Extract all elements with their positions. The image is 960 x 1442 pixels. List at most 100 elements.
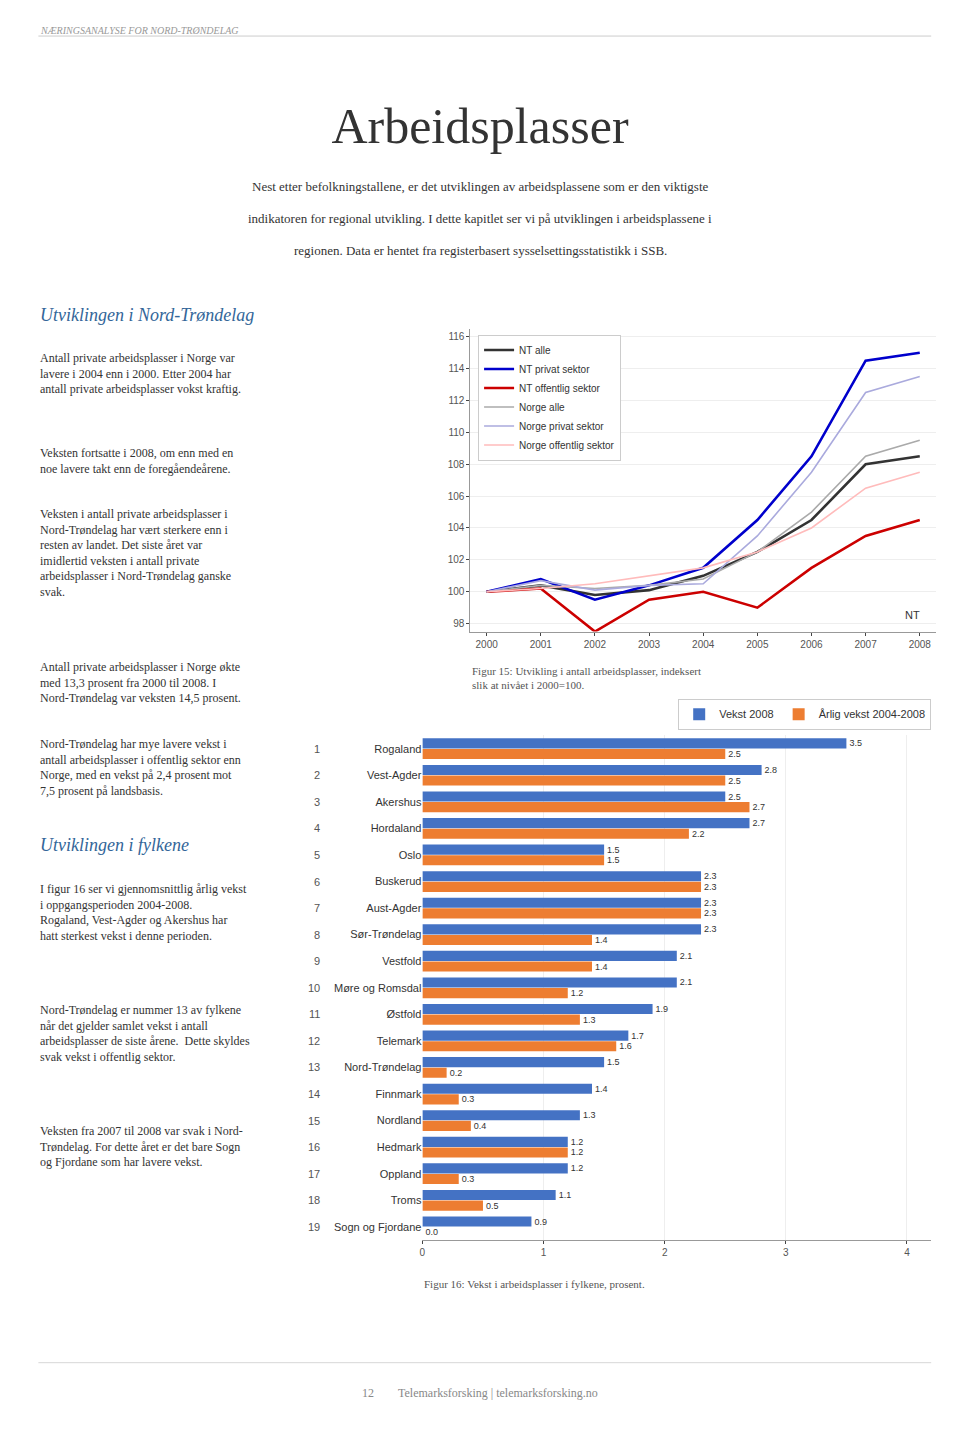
svg-text:2004: 2004 — [692, 639, 715, 650]
svg-text:0.3: 0.3 — [462, 1174, 475, 1184]
svg-text:0.2: 0.2 — [450, 1068, 463, 1078]
svg-text:18: 18 — [308, 1194, 320, 1206]
svg-text:2.2: 2.2 — [692, 829, 705, 839]
svg-text:Sogn og Fjordane: Sogn og Fjordane — [334, 1221, 421, 1233]
svg-text:Sør-Trøndelag: Sør-Trøndelag — [350, 928, 421, 940]
svg-text:Troms: Troms — [391, 1194, 422, 1206]
svg-text:NT alle: NT alle — [519, 345, 551, 356]
svg-text:6: 6 — [314, 876, 320, 888]
svg-text:NT privat sektor: NT privat sektor — [519, 364, 590, 375]
svg-text:Veksten i antall private arbei: Veksten i antall private arbeidsplasser … — [40, 507, 231, 599]
svg-text:Vest-Agder: Vest-Agder — [367, 769, 422, 781]
svg-text:1.3: 1.3 — [583, 1110, 596, 1120]
svg-text:104: 104 — [448, 522, 465, 533]
svg-text:1.5: 1.5 — [607, 855, 620, 865]
svg-text:110: 110 — [448, 427, 464, 438]
svg-text:NT offentlig sektor: NT offentlig sektor — [519, 383, 600, 394]
svg-text:Figur 15: Utvikling i antall a: Figur 15: Utvikling i antall arbeidsplas… — [472, 665, 701, 691]
svg-text:Nord-Trøndelag: Nord-Trøndelag — [344, 1061, 421, 1073]
svg-text:I figur 16 ser vi gjennomsnitt: I figur 16 ser vi gjennomsnittlig årlig … — [40, 882, 247, 943]
svg-text:0: 0 — [420, 1247, 426, 1258]
svg-text:17: 17 — [308, 1168, 320, 1180]
svg-text:2007: 2007 — [854, 639, 877, 650]
svg-text:Østfold: Østfold — [387, 1008, 422, 1020]
svg-text:Oslo: Oslo — [399, 849, 422, 861]
svg-text:Figur 16: Vekst i arbeidsplass: Figur 16: Vekst i arbeidsplasser i fylke… — [424, 1278, 645, 1290]
svg-text:2003: 2003 — [638, 639, 661, 650]
svg-text:13: 13 — [308, 1061, 320, 1073]
svg-text:2.8: 2.8 — [765, 765, 778, 775]
svg-text:Nord-Trøndelag har mye lavere: Nord-Trøndelag har mye lavere vekst iant… — [40, 737, 241, 798]
svg-text:Rogaland: Rogaland — [374, 743, 421, 755]
svg-text:14: 14 — [308, 1088, 320, 1100]
svg-text:Akershus: Akershus — [376, 796, 422, 808]
svg-text:Utviklingen i Nord-Trøndelag: Utviklingen i Nord-Trøndelag — [40, 305, 254, 325]
svg-text:1.1: 1.1 — [559, 1190, 572, 1200]
svg-text:regionen. Data er hentet fra r: regionen. Data er hentet fra registerbas… — [294, 243, 667, 258]
svg-text:Buskerud: Buskerud — [375, 875, 421, 887]
svg-text:2008: 2008 — [909, 639, 932, 650]
svg-text:3: 3 — [314, 796, 320, 808]
svg-text:1.2: 1.2 — [571, 1137, 584, 1147]
svg-text:102: 102 — [448, 554, 465, 565]
svg-text:Aust-Agder: Aust-Agder — [366, 902, 421, 914]
svg-text:1.9: 1.9 — [656, 1004, 669, 1014]
svg-text:0.9: 0.9 — [534, 1217, 547, 1227]
svg-text:indikatoren for regional utvik: indikatoren for regional utvikling. I de… — [248, 211, 712, 226]
svg-text:1.3: 1.3 — [583, 1015, 596, 1025]
svg-text:2000: 2000 — [476, 639, 499, 650]
svg-text:NT: NT — [905, 609, 920, 621]
svg-text:3.5: 3.5 — [849, 738, 862, 748]
svg-text:1.4: 1.4 — [595, 962, 608, 972]
svg-text:16: 16 — [308, 1141, 320, 1153]
svg-text:1.5: 1.5 — [607, 1057, 620, 1067]
svg-text:Antall private arbeidsplasser: Antall private arbeidsplasser i Norge øk… — [40, 660, 241, 705]
svg-text:11: 11 — [309, 1008, 320, 1020]
svg-text:0.3: 0.3 — [462, 1094, 475, 1104]
svg-text:Telemark: Telemark — [377, 1035, 422, 1047]
svg-text:2.5: 2.5 — [728, 792, 741, 802]
svg-text:0.0: 0.0 — [425, 1227, 438, 1237]
svg-text:Norge alle: Norge alle — [519, 402, 565, 413]
svg-text:1: 1 — [314, 743, 320, 755]
svg-text:2.5: 2.5 — [728, 749, 741, 759]
svg-text:1.5: 1.5 — [607, 845, 620, 855]
svg-text:Norge offentlig sektor: Norge offentlig sektor — [519, 440, 615, 451]
svg-text:1.2: 1.2 — [571, 988, 584, 998]
svg-text:2.1: 2.1 — [680, 951, 693, 961]
svg-text:2: 2 — [314, 769, 320, 781]
svg-text:4: 4 — [904, 1247, 910, 1258]
svg-text:8: 8 — [314, 929, 320, 941]
svg-text:Veksten fra 2007 til 2008 var: Veksten fra 2007 til 2008 var svak i Nor… — [40, 1124, 243, 1169]
svg-text:1.4: 1.4 — [595, 935, 608, 945]
svg-text:98: 98 — [453, 618, 465, 629]
svg-text:Hordaland: Hordaland — [371, 822, 422, 834]
svg-text:2.5: 2.5 — [728, 776, 741, 786]
svg-text:1.2: 1.2 — [571, 1163, 584, 1173]
svg-text:2.1: 2.1 — [680, 977, 693, 987]
svg-text:12 Telemarksforsking |: 12 Telemarksforsking | telemarksforsking… — [362, 1386, 598, 1400]
svg-text:106: 106 — [448, 491, 465, 502]
svg-text:Vekst 2008: Vekst 2008 — [719, 708, 773, 720]
svg-text:2.3: 2.3 — [704, 924, 717, 934]
svg-text:1.6: 1.6 — [619, 1041, 632, 1051]
svg-text:Finnmark: Finnmark — [376, 1088, 422, 1100]
svg-text:2.3: 2.3 — [704, 871, 717, 881]
svg-text:Utviklingen i fylkene: Utviklingen i fylkene — [40, 835, 189, 855]
svg-text:Vestfold: Vestfold — [382, 955, 421, 967]
svg-text:1.7: 1.7 — [631, 1031, 644, 1041]
svg-text:2.3: 2.3 — [704, 882, 717, 892]
svg-text:3: 3 — [783, 1247, 789, 1258]
svg-text:12: 12 — [308, 1035, 320, 1047]
svg-text:Veksten fortsatte i 2008, om e: Veksten fortsatte i 2008, om enn med enn… — [40, 446, 233, 476]
svg-text:NÆRINGSANALYSE FOR NORD-TRØNDE: NÆRINGSANALYSE FOR NORD-TRØNDELAG — [40, 25, 239, 36]
svg-text:Antall private arbeidsplasser: Antall private arbeidsplasser i Norge va… — [40, 351, 241, 396]
svg-text:2.3: 2.3 — [704, 908, 717, 918]
svg-text:1: 1 — [541, 1247, 547, 1258]
svg-text:5: 5 — [314, 849, 320, 861]
svg-text:2.3: 2.3 — [704, 898, 717, 908]
svg-text:Møre og Romsdal: Møre og Romsdal — [334, 982, 421, 994]
svg-text:Arbeidsplasser: Arbeidsplasser — [331, 98, 628, 154]
svg-text:Årlig vekst 2004-2008: Årlig vekst 2004-2008 — [819, 708, 925, 720]
svg-text:2005: 2005 — [746, 639, 769, 650]
